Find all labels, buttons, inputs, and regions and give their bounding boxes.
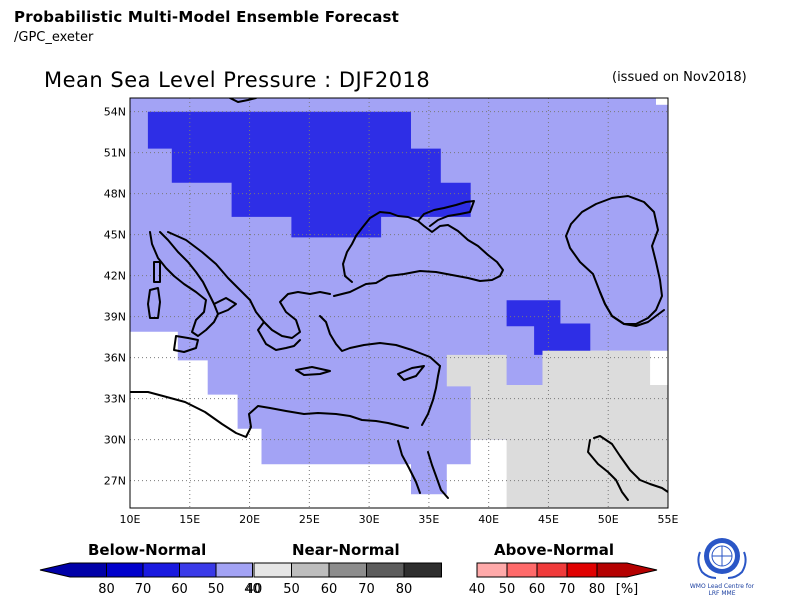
lat-tick-label: 30N	[104, 434, 126, 447]
legend-near-swatch	[366, 562, 405, 578]
lon-tick-label: 45E	[538, 513, 559, 526]
lon-tick-label: 20E	[239, 513, 260, 526]
coast-italy-heel	[213, 297, 237, 315]
grid-lines	[130, 98, 668, 508]
legend-near-swatch	[291, 562, 330, 578]
legend-below-bar: 80 70 60 50 40	[39, 562, 261, 597]
probability-region	[656, 98, 668, 105]
legend-above-title: Above-Normal	[494, 541, 614, 559]
probability-region	[446, 350, 668, 508]
coast-persian-gulf	[593, 435, 668, 493]
legend-near-label: 70	[358, 582, 375, 597]
header-title: Probabilistic Multi-Model Ensemble Forec…	[14, 8, 400, 26]
longitude-labels: 10E 15E 20E 25E 30E 35E 40E 45E 50E 55E	[120, 513, 679, 526]
coast-red-sea-east	[427, 451, 449, 499]
legend-near-title: Near-Normal	[292, 541, 400, 559]
legend-above-label: 40	[469, 582, 486, 597]
legend-near-label: 40	[246, 582, 263, 597]
coast-azov	[417, 200, 475, 227]
legend-above-swatch	[596, 562, 658, 578]
legend-above-swatch	[536, 562, 568, 578]
lat-tick-label: 33N	[104, 393, 126, 406]
coast-italy	[149, 231, 219, 337]
lat-tick-label: 48N	[104, 188, 126, 201]
lat-tick-label: 42N	[104, 270, 126, 283]
coast-black-sea	[333, 211, 504, 297]
legend-above-label: 70	[559, 582, 576, 597]
legend-below-title: Below-Normal	[88, 541, 207, 559]
coast-caspian	[565, 195, 663, 325]
lon-tick-label: 35E	[418, 513, 439, 526]
probability-shading	[130, 98, 668, 508]
coast-sicily	[173, 335, 199, 353]
lon-tick-label: 50E	[598, 513, 619, 526]
coast-north	[229, 98, 257, 103]
logo-caption-line2: LRF MME	[708, 590, 736, 597]
legend-above-label: 60	[529, 582, 546, 597]
legend-above-bar: 40 50 60 70 80 [%]	[469, 562, 658, 597]
coast-cyprus	[397, 365, 425, 381]
lon-tick-label: 25E	[299, 513, 320, 526]
legend-above-swatch	[476, 562, 508, 578]
legend-above-label: [%]	[616, 582, 639, 597]
coast-north-africa	[130, 391, 409, 438]
coast-sardinia	[147, 287, 161, 319]
probability-region	[506, 300, 591, 355]
lon-tick-label: 30E	[359, 513, 380, 526]
coast-greece	[257, 321, 301, 351]
legend-below-swatch	[142, 562, 180, 578]
legend-below-label: 70	[135, 582, 152, 597]
lon-tick-label: 10E	[120, 513, 141, 526]
legend-above-label: 50	[499, 582, 516, 597]
lat-tick-label: 51N	[104, 147, 126, 160]
legend-below-label: 50	[208, 582, 225, 597]
logo-caption-line1: WMO Lead Centre for	[689, 583, 755, 590]
legend-below-swatch	[106, 562, 144, 578]
coast-crete	[295, 366, 331, 376]
logo-caption: WMO Lead Centre for LRF MME	[676, 583, 768, 597]
lat-tick-label: 36N	[104, 352, 126, 365]
map-frame	[129, 97, 669, 509]
coast-corsica	[153, 261, 161, 283]
lat-tick-label: 27N	[104, 475, 126, 488]
legend-near-bar: 40 50 60 70 80	[246, 562, 442, 597]
lat-tick-label: 39N	[104, 311, 126, 324]
legend-below-label: 80	[98, 582, 115, 597]
legend-below-label: 60	[171, 582, 188, 597]
legend-below-swatch	[179, 562, 217, 578]
coast-gulf-north	[599, 291, 665, 327]
legend-above-swatch	[506, 562, 538, 578]
coast-balkans	[167, 231, 331, 339]
coastlines	[130, 98, 668, 501]
coast-arabia	[587, 439, 629, 501]
latitude-labels: 54N 51N 48N 45N 42N 39N 36N 33N 30N 27N	[104, 106, 126, 488]
legend-near-swatch	[253, 562, 292, 578]
coast-turkey-south	[319, 315, 441, 367]
legend-near-label: 50	[283, 582, 300, 597]
legend-near-swatch	[328, 562, 367, 578]
legend-near-swatch	[403, 562, 442, 578]
lat-tick-label: 54N	[104, 106, 126, 119]
legend-above-swatch	[566, 562, 598, 578]
legend-above-label: 80	[589, 582, 606, 597]
wmo-logo-icon	[697, 538, 747, 579]
header-source: /GPC_exeter	[14, 30, 94, 45]
legend-near-label: 60	[321, 582, 338, 597]
lon-tick-label: 40E	[478, 513, 499, 526]
lon-tick-label: 15E	[179, 513, 200, 526]
issued-date: (issued on Nov2018)	[612, 70, 747, 85]
legend-below-swatch	[215, 562, 253, 578]
legend-near-label: 80	[396, 582, 413, 597]
legend-below-swatch	[39, 562, 107, 578]
legend-below-label: 40	[244, 582, 261, 597]
lon-tick-label: 55E	[658, 513, 679, 526]
coast-levant	[421, 365, 441, 426]
map-title: Mean Sea Level Pressure : DJF2018	[44, 68, 431, 92]
lat-tick-label: 45N	[104, 229, 126, 242]
coast-red-sea-west	[397, 440, 421, 494]
